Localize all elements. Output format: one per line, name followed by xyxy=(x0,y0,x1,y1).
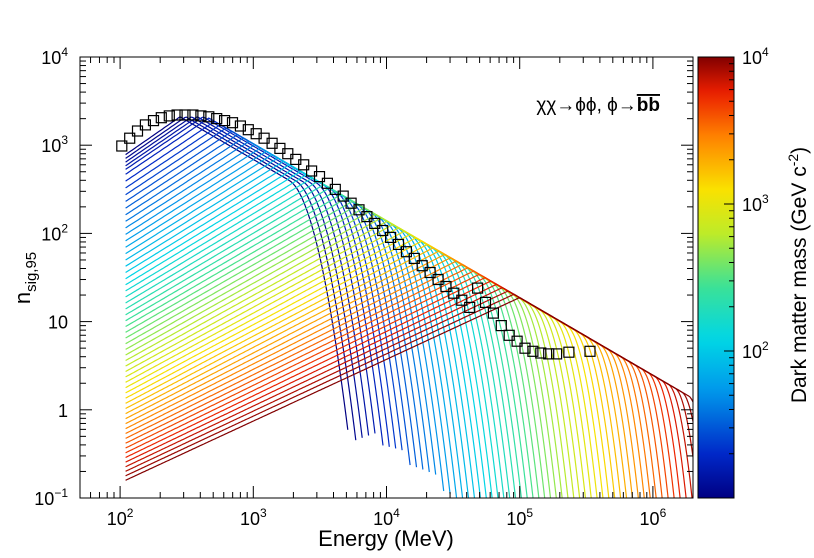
envelope-marker xyxy=(329,183,341,195)
x-tick-label: 102 xyxy=(107,506,134,529)
envelope-marker xyxy=(487,307,499,319)
envelope-marker xyxy=(163,110,175,122)
mass-curve xyxy=(125,157,464,498)
envelope-marker xyxy=(203,111,215,123)
envelope-marker xyxy=(171,109,183,121)
mass-curve xyxy=(125,237,604,498)
envelope-marker xyxy=(448,287,460,299)
mass-curve xyxy=(125,140,430,473)
envelope-marker xyxy=(432,273,444,286)
envelope-marker xyxy=(535,347,547,359)
colorbar: 102 103 104 xyxy=(697,45,769,499)
colorbar-gradient xyxy=(698,57,734,498)
mass-curve xyxy=(125,116,370,436)
mass-curves xyxy=(125,116,693,498)
envelope-marker xyxy=(377,224,389,237)
envelope-marker xyxy=(353,204,365,216)
envelope-marker xyxy=(345,197,357,209)
envelope-marker xyxy=(321,177,333,189)
axes: 102 103 104 105 106 10−1 1 10 102 103 104 xyxy=(34,45,694,529)
y-axis-label: nsig,95 xyxy=(10,252,40,304)
y-tick-label: 104 xyxy=(41,45,68,68)
mass-curve xyxy=(125,154,458,498)
envelope-marker xyxy=(464,301,476,313)
envelope-marker xyxy=(155,112,167,124)
envelope-marker xyxy=(131,125,144,137)
envelope-marker xyxy=(385,231,397,243)
colorbar-tick-label: 102 xyxy=(742,339,769,362)
mass-curve xyxy=(125,124,397,449)
envelope-marker xyxy=(456,294,468,306)
y-tick-label: 1 xyxy=(58,401,68,421)
y-tick-label: 10 xyxy=(48,313,68,333)
envelope-marker xyxy=(116,140,128,152)
envelope-marker xyxy=(472,282,484,294)
mass-curve xyxy=(125,297,693,481)
envelope-marker xyxy=(408,252,420,264)
annotation-label: χχ→ϕϕ, ϕ→bb xyxy=(536,95,660,116)
envelope-marker xyxy=(124,132,136,144)
mass-curve xyxy=(125,190,522,498)
envelope-marker xyxy=(519,342,531,354)
x-tick-label: 105 xyxy=(506,506,533,529)
mass-curve xyxy=(125,214,563,498)
mass-curve xyxy=(125,116,376,434)
envelope-marker xyxy=(282,148,294,160)
y-tick-label: 10−1 xyxy=(34,486,68,509)
envelope-marker xyxy=(584,345,596,357)
envelope-marker xyxy=(187,109,199,121)
envelope-marker xyxy=(495,320,507,332)
envelope-marker xyxy=(195,110,207,122)
envelope-marker xyxy=(306,165,318,177)
mass-curve xyxy=(125,257,639,498)
y-tick-label: 103 xyxy=(41,133,68,156)
envelope-marker xyxy=(369,217,381,229)
x-tick-label: 103 xyxy=(240,506,267,529)
envelope-marker xyxy=(298,159,310,171)
colorbar-label: Dark matter mass (GeV c-2) xyxy=(785,147,811,403)
envelope-marker xyxy=(527,345,539,357)
colorbar-tick-label: 103 xyxy=(742,192,769,215)
envelope-marker xyxy=(563,346,575,358)
envelope-marker xyxy=(313,171,326,183)
envelope-marker xyxy=(511,335,523,347)
envelope-marker xyxy=(479,296,492,308)
envelope-marker xyxy=(400,246,412,258)
envelope-marker xyxy=(219,114,231,127)
envelope-marker xyxy=(392,238,405,250)
envelope-marker xyxy=(234,120,246,132)
envelope-marker xyxy=(139,119,151,131)
x-axis-label: Energy (MeV) xyxy=(318,526,454,551)
envelope-marker xyxy=(440,280,452,293)
y-tick-label: 102 xyxy=(41,221,68,244)
mass-curve xyxy=(125,193,528,498)
envelope-marker xyxy=(179,109,191,121)
colorbar-frame xyxy=(697,56,735,499)
envelope-marker xyxy=(242,124,254,136)
x-tick-label: 104 xyxy=(373,506,400,529)
mass-curve xyxy=(125,287,693,498)
envelope-marker xyxy=(147,114,160,127)
envelope-marker xyxy=(337,190,349,202)
envelope-marker xyxy=(543,348,555,360)
envelope-marker xyxy=(361,211,373,223)
envelope-marker xyxy=(424,266,436,279)
mass-curve xyxy=(125,273,669,498)
mass-curve xyxy=(125,174,493,498)
x-tick-label: 106 xyxy=(640,506,667,529)
mass-curve xyxy=(125,164,476,498)
mass-curve xyxy=(125,260,645,498)
envelope-marker xyxy=(416,260,428,272)
envelope-marker xyxy=(550,348,563,360)
envelope-marker xyxy=(503,329,515,341)
envelope-marker xyxy=(226,117,239,129)
colorbar-tick-label: 104 xyxy=(742,45,769,68)
envelope-markers xyxy=(116,109,596,360)
envelope-marker xyxy=(211,112,223,125)
